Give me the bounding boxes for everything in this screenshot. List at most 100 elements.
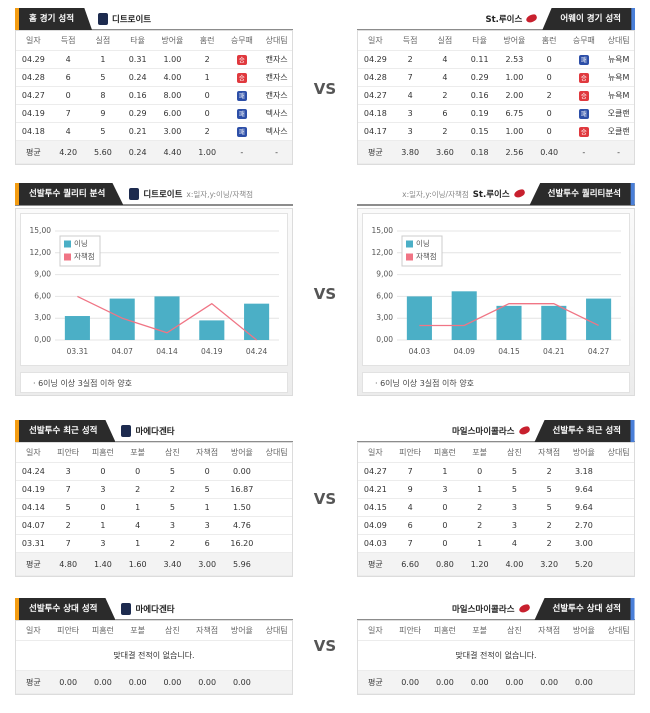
table-cell: 0.00: [505, 678, 524, 687]
x-tick-label: 04.21: [543, 347, 565, 356]
table-cell: 0.18: [470, 148, 489, 157]
table-cell: 5: [546, 485, 552, 494]
table-cell: 3.80: [401, 148, 420, 157]
table-cell: 1: [204, 503, 210, 512]
table-cell: 타율: [472, 36, 487, 45]
table-cell: 3: [169, 521, 175, 530]
table-cell: 0.24: [128, 148, 147, 157]
team-name: 마에다겐타: [135, 427, 175, 437]
vs-label: VS: [313, 490, 337, 508]
table-cell: 1: [477, 539, 483, 548]
table-cell: 2.53: [505, 55, 524, 64]
empty-message: 맞대결 전적이 없습니다.: [455, 651, 537, 660]
table-cell: 4.00: [163, 73, 182, 82]
table-cell: 방어율: [161, 36, 184, 45]
table-cell: 0.29: [470, 73, 489, 82]
table-cell: 5.96: [232, 560, 251, 569]
table-row: 일자 득점 실점 타율 방어율 홈런 승무패 상대팀: [358, 31, 634, 51]
header-line: [15, 204, 293, 206]
table-cell: 오클랜: [607, 127, 630, 136]
table-cell: 1: [442, 467, 448, 476]
x-tick-label: 04.15: [498, 347, 520, 356]
table-cell: 0.00: [540, 678, 559, 687]
table-cell: 자책점: [538, 448, 561, 457]
table-cell: 0.00: [198, 678, 217, 687]
team-row: 디트로이트 x:일자,y:이닝/자책점: [129, 187, 253, 201]
table-cell: 5: [169, 467, 175, 476]
table-cell: 4.20: [59, 148, 78, 157]
table-cell: 1: [135, 503, 141, 512]
table-cell: 6: [442, 109, 448, 118]
table-cell: 포볼: [472, 626, 487, 635]
logo-bird: [512, 188, 526, 199]
table-cell: 2: [546, 467, 552, 476]
team-row: 마일스마이콜라스: [452, 424, 531, 438]
table-cell: 2: [204, 127, 210, 136]
table-cell: 뉴욕M: [607, 55, 630, 64]
table-cell: 0: [442, 503, 448, 512]
table-cell: 04.28: [363, 73, 387, 82]
table-cell: 4: [442, 73, 448, 82]
table-cell: 4: [65, 55, 71, 64]
table-row: 평균 3.80 3.60 0.18 2.56 0.40 - -: [358, 141, 634, 164]
table-cell: 피안타: [399, 626, 422, 635]
table-cell: 홈런: [199, 36, 215, 45]
table-cell: 피홈런: [433, 626, 456, 635]
table-cell: 평균: [26, 560, 41, 569]
table-cell: 7: [407, 73, 413, 82]
result-icon: 승: [578, 91, 589, 101]
table-cell: 1: [135, 539, 141, 548]
table-cell: 상대팀: [607, 448, 630, 457]
table-cell: 승: [567, 87, 602, 105]
section-tab: 홈 경기 성적: [15, 8, 93, 30]
table-cell: 4: [407, 91, 413, 100]
team-row: 마일스마이콜라스: [452, 602, 531, 616]
result-icon: 패: [578, 55, 589, 65]
table-cell: 2: [477, 521, 483, 530]
table-cell: 0: [204, 467, 210, 476]
table-cell: 4: [442, 55, 448, 64]
table-cell: 04.03: [363, 539, 387, 548]
team-name: 디트로이트: [143, 190, 183, 200]
table-cell: 3.40: [163, 560, 182, 569]
table-cell: 5: [169, 503, 175, 512]
table-cell: 0.15: [470, 127, 489, 136]
vs-label: VS: [313, 80, 337, 98]
table-cell: 0.00: [574, 678, 593, 687]
table-cell: 피안타: [57, 626, 80, 635]
table-cell: 상대팀: [607, 36, 630, 45]
bar: [586, 298, 612, 340]
table-cell: 0.00: [163, 678, 182, 687]
table-cell: 평균: [368, 560, 383, 569]
table-cell: 피홈런: [91, 448, 114, 457]
table: 일자 피안타 피홈런 포볼 삼진 자책점 방어율 상대팀 맞대결 전적이 없습니다. 평균 0.00…: [15, 620, 293, 695]
table: 일자 득점 실점 타율 방어율 홈런 승무패 상대팀 04.29 4 1 0.31 1.00 2 승 캔자스 0…: [15, 30, 293, 165]
table-cell: 04.07: [21, 521, 45, 530]
y-tick-label: 15,00: [30, 226, 52, 235]
table-cell: 득점: [60, 36, 76, 45]
table-row: 맞대결 전적이 없습니다.: [358, 641, 634, 671]
result-icon: 승: [236, 73, 247, 83]
table-cell: 3: [511, 521, 517, 530]
x-tick-label: 04.19: [201, 347, 223, 356]
table-row: 04.17 3 2 0.15 1.00 0 승 오클랜: [358, 123, 634, 141]
table-row: 평균 4.20 5.60 0.24 4.40 1.00 - -: [16, 141, 292, 164]
table-cell: 패: [567, 105, 602, 123]
table-cell: 0.21: [128, 127, 147, 136]
table-cell: 04.27: [363, 467, 387, 476]
chart: 0,00 3,00 6,00 9,00 12,00 15,00 03.31 04.07 04.1…: [20, 213, 288, 366]
table-cell: 0: [135, 467, 141, 476]
table-cell: 일자: [26, 448, 41, 457]
table-cell: 2: [546, 539, 552, 548]
table-row: 04.27 0 8 0.16 8.00 0 패 캔자스: [16, 87, 292, 105]
table-cell: 0.00: [470, 678, 489, 687]
table-cell: 오클랜: [607, 109, 630, 118]
table-cell: 04.28: [21, 73, 45, 82]
table-cell: 3.00: [574, 539, 593, 548]
table-row: 일자 피안타 피홈런 포볼 삼진 자책점 방어율 상대팀: [16, 443, 292, 463]
table-cell: 0: [477, 467, 483, 476]
table-cell: -: [582, 148, 586, 157]
table-row: 04.15 4 0 2 3 5 9.64: [358, 499, 634, 517]
table-cell: 0.00: [435, 678, 454, 687]
table-row: 04.07 2 1 4 3 3 4.76: [16, 517, 292, 535]
